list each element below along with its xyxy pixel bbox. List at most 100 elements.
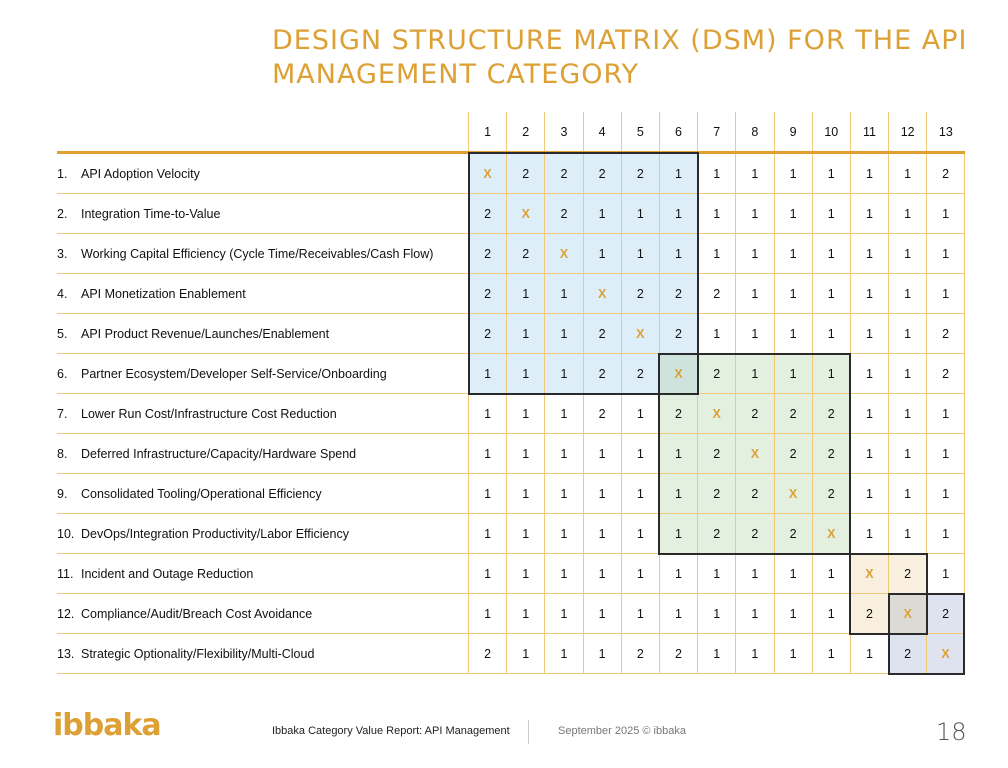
matrix-cell: 1	[888, 473, 928, 514]
matrix-cell: 1	[773, 633, 813, 674]
column-header: 9	[773, 112, 813, 154]
row-label: 6. Partner Ecosystem/Developer Self-Servi…	[57, 353, 469, 394]
matrix-cell: 1	[658, 193, 699, 234]
diagonal-cell: X	[658, 353, 699, 394]
matrix-cell: 1	[658, 433, 699, 474]
matrix-cell: 1	[773, 152, 813, 194]
matrix-cell: 1	[735, 633, 775, 674]
matrix-cell: 2	[926, 353, 965, 394]
matrix-cell: 1	[811, 633, 851, 674]
row-number: 13.	[57, 646, 75, 661]
matrix-cell: 1	[506, 353, 546, 394]
column-header: 6	[658, 112, 698, 154]
row-label-text: Strategic Optionality/Flexibility/Multi-…	[81, 646, 315, 661]
column-header: 12	[888, 112, 927, 154]
matrix-cell: 1	[658, 513, 699, 554]
row-label: 4. API Monetization Enablement	[57, 273, 469, 314]
matrix-cell: 1	[735, 233, 775, 274]
row-number: 9.	[57, 486, 68, 501]
matrix-cell: 1	[582, 193, 622, 234]
matrix-cell: 2	[582, 313, 622, 354]
row-number: 12.	[57, 606, 75, 621]
matrix-cell: 1	[467, 553, 508, 594]
matrix-cell: 1	[620, 393, 660, 434]
row-label: 8. Deferred Infrastructure/Capacity/Hardw…	[57, 433, 469, 474]
matrix-cell: 1	[506, 313, 546, 354]
matrix-cell: 1	[811, 152, 851, 194]
matrix-cell: 1	[849, 233, 890, 274]
matrix-cell: 1	[658, 233, 699, 274]
diagonal-cell: X	[620, 313, 660, 354]
row-label-text: Deferred Infrastructure/Capacity/Hardwar…	[81, 446, 357, 461]
matrix-cell: 1	[849, 393, 890, 434]
table-row: 4. API Monetization Enablement 2 1 1 X 2 2 2 1 1 1 1…	[57, 273, 965, 314]
table-row: 13. Strategic Optionality/Flexibility/Mul…	[57, 633, 965, 674]
row-label: 3. Working Capital Efficiency (Cycle Time…	[57, 233, 469, 274]
matrix-cell: 2	[467, 193, 508, 234]
matrix-cell: 1	[620, 433, 660, 474]
matrix-cell: 1	[888, 233, 928, 274]
diagonal-cell: X	[735, 433, 775, 474]
matrix-cell: 2	[658, 273, 699, 314]
matrix-cell: 1	[506, 433, 546, 474]
footer-date: September 2025 © ibbaka	[558, 725, 686, 737]
table-row: 12. Compliance/Audit/Breach Cost Avoidanc…	[57, 593, 965, 634]
matrix-cell: 1	[697, 633, 737, 674]
table-row: 9. Consolidated Tooling/Operational Effic…	[57, 473, 965, 514]
matrix-cell: 2	[811, 393, 851, 434]
dsm-table: 1 2 3 4 5 6 7 8 9 10 11 12 13 1. API Adoption Velocity…	[57, 112, 965, 674]
matrix-cell: 2	[811, 433, 851, 474]
matrix-cell: 2	[735, 513, 775, 554]
table-row: 5. API Product Revenue/Launches/Enablemen…	[57, 313, 965, 354]
matrix-cell: 2	[658, 393, 699, 434]
matrix-cell: 2	[620, 353, 660, 394]
footer-divider	[528, 720, 529, 744]
matrix-cell: 1	[620, 233, 660, 274]
row-label: 12. Compliance/Audit/Breach Cost Avoidanc…	[57, 593, 469, 634]
matrix-cell: 1	[849, 152, 890, 194]
matrix-cell: 1	[849, 273, 890, 314]
matrix-cell: 1	[697, 553, 737, 594]
matrix-cell: 1	[467, 353, 508, 394]
matrix-cell: 1	[544, 513, 584, 554]
table-row: 1. API Adoption Velocity X 2 2 2 2 1 1 1 1 1 1 1 2	[57, 152, 965, 194]
matrix-cell: 1	[811, 193, 851, 234]
matrix-cell: 1	[582, 593, 622, 634]
matrix-cell: 2	[735, 393, 775, 434]
matrix-cell: 1	[544, 633, 584, 674]
matrix-cell: 2	[735, 473, 775, 514]
matrix-cell: 1	[773, 233, 813, 274]
matrix-cell: 1	[735, 313, 775, 354]
row-number: 5.	[57, 326, 68, 341]
matrix-cell: 1	[620, 193, 660, 234]
matrix-cell: 1	[506, 593, 546, 634]
matrix-cell: 1	[506, 553, 546, 594]
matrix-cell: 2	[620, 273, 660, 314]
diagonal-cell: X	[506, 193, 546, 234]
matrix-cell: 1	[926, 433, 965, 474]
matrix-cell: 2	[697, 513, 737, 554]
matrix-cell: 2	[582, 393, 622, 434]
matrix-cell: 1	[811, 233, 851, 274]
table-row: 3. Working Capital Efficiency (Cycle Time…	[57, 233, 965, 274]
diagonal-cell: X	[582, 273, 622, 314]
column-header: 5	[620, 112, 660, 154]
matrix-cell: 1	[467, 593, 508, 634]
matrix-cell: 1	[773, 313, 813, 354]
column-header: 1	[467, 112, 507, 154]
matrix-cell: 2	[658, 633, 699, 674]
matrix-cell: 1	[620, 553, 660, 594]
row-label-text: Lower Run Cost/Infrastructure Cost Reduc…	[81, 406, 337, 421]
matrix-cell: 1	[811, 353, 851, 394]
matrix-cell: 1	[544, 553, 584, 594]
matrix-cell: 2	[544, 152, 584, 194]
row-label: 9. Consolidated Tooling/Operational Effic…	[57, 473, 469, 514]
row-label-text: Partner Ecosystem/Developer Self-Service…	[81, 366, 387, 381]
diagonal-cell: X	[544, 233, 584, 274]
table-row: 8. Deferred Infrastructure/Capacity/Hardw…	[57, 433, 965, 474]
column-header: 13	[926, 112, 965, 154]
matrix-cell: 1	[658, 152, 699, 194]
matrix-cell: 2	[467, 273, 508, 314]
row-label: 11. Incident and Outage Reduction	[57, 553, 469, 594]
row-number: 1.	[57, 166, 68, 181]
